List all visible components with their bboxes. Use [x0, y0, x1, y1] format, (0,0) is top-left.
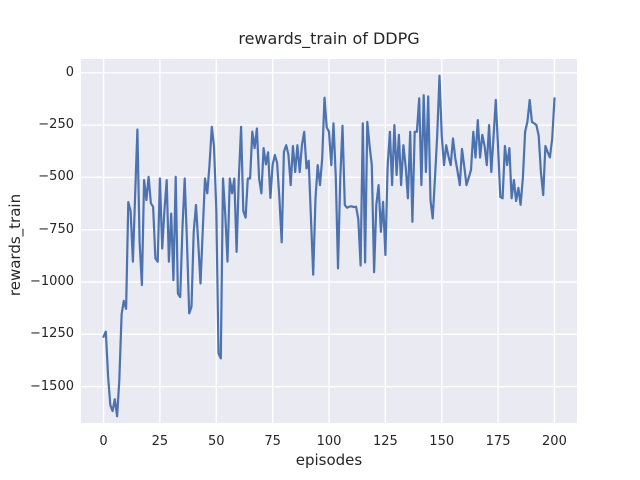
x-tick-label: 150 [429, 434, 455, 449]
y-tick-label: −1500 [30, 378, 74, 394]
y-tick-label: −750 [38, 221, 74, 237]
x-tick-label: 175 [485, 434, 511, 449]
x-tick-label: 200 [542, 434, 567, 449]
y-tick-label: −1250 [30, 326, 74, 342]
reward-series-line [102, 74, 556, 418]
x-tick-label: 125 [372, 434, 398, 449]
x-tick-label: 75 [264, 434, 281, 449]
chart-title: rewards_train of DDPG [238, 29, 420, 48]
y-tick-label: −500 [38, 169, 74, 185]
x-axis-label: episodes [295, 451, 363, 469]
y-tick-label: −1000 [30, 274, 74, 289]
x-tick-label: 0 [99, 434, 108, 449]
x-tick-label: 25 [151, 434, 169, 449]
x-tick-label: 100 [316, 434, 342, 449]
y-tick-label: −250 [38, 117, 74, 133]
x-tick-label: 50 [207, 434, 225, 449]
y-tick-label: 0 [65, 64, 74, 80]
